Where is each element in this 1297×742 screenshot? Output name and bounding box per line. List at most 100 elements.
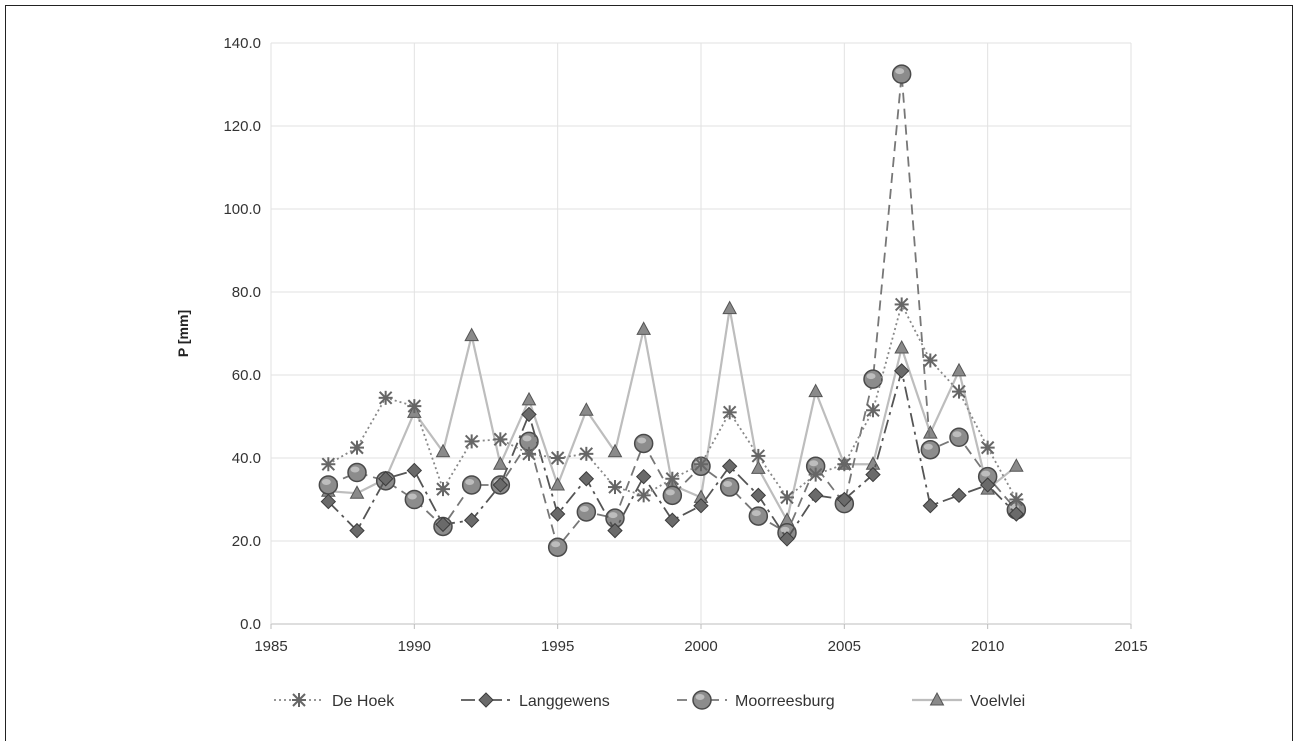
data-point xyxy=(635,468,652,485)
data-point xyxy=(780,490,794,505)
data-point xyxy=(748,506,769,526)
data-point xyxy=(435,516,451,533)
data-point xyxy=(378,390,393,405)
series-layer xyxy=(318,64,1027,557)
data-point xyxy=(979,477,996,493)
data-point xyxy=(893,363,910,379)
data-point xyxy=(349,522,365,539)
data-point xyxy=(521,406,537,423)
y-tick-label: 120.0 xyxy=(223,118,261,135)
data-point xyxy=(576,502,597,522)
y-tick-label: 20.0 xyxy=(232,533,261,550)
data-point xyxy=(550,451,565,465)
y-tick-label: 0.0 xyxy=(240,616,261,633)
data-point xyxy=(836,491,853,508)
data-point xyxy=(436,482,450,497)
data-point xyxy=(522,446,536,461)
data-point xyxy=(1008,506,1025,522)
data-point xyxy=(550,476,566,491)
data-point xyxy=(863,369,883,389)
data-point xyxy=(808,467,823,482)
y-axis-label: P [mm] xyxy=(175,310,191,357)
data-point xyxy=(435,443,451,458)
x-tick-label: 2010 xyxy=(971,638,1004,655)
legend-label: Voelvlei xyxy=(970,693,1025,710)
y-tick-label: 60.0 xyxy=(232,367,261,384)
data-point xyxy=(493,432,508,447)
data-point xyxy=(608,480,622,495)
data-point xyxy=(636,488,651,503)
y-tick-label: 140.0 xyxy=(223,35,261,52)
legend-marker xyxy=(478,692,494,708)
y-tick-label: 100.0 xyxy=(223,201,261,218)
data-point xyxy=(321,457,336,472)
data-point xyxy=(865,466,881,483)
data-point xyxy=(751,448,766,463)
data-point xyxy=(866,403,880,418)
data-point xyxy=(407,399,422,414)
data-point xyxy=(722,405,737,420)
data-point xyxy=(923,353,938,368)
data-point xyxy=(1008,458,1024,472)
tick-labels: 0.0 20.0 40.0 60.0 80.0 100.0 120.0 140.0 1985 19… xyxy=(223,35,1147,655)
x-tick-label: 1995 xyxy=(541,638,574,655)
data-point xyxy=(694,457,708,472)
data-point xyxy=(949,427,969,447)
data-point xyxy=(464,327,480,342)
series-de-hoek xyxy=(321,297,1024,507)
data-point xyxy=(549,506,566,522)
data-point xyxy=(464,434,479,449)
data-point xyxy=(891,64,912,84)
data-point xyxy=(662,485,683,506)
series-langgewens xyxy=(320,363,1025,547)
axes xyxy=(270,624,1132,629)
data-point xyxy=(750,487,767,504)
data-point xyxy=(779,531,795,547)
data-point xyxy=(349,485,365,499)
data-point xyxy=(521,391,537,406)
data-point xyxy=(547,537,568,557)
chart-frame: 0.0 20.0 40.0 60.0 80.0 100.0 120.0 140.0 1985 19… xyxy=(5,5,1293,741)
data-point xyxy=(722,300,738,315)
data-point xyxy=(980,440,995,455)
x-tick-label: 1985 xyxy=(254,638,287,655)
data-point xyxy=(894,297,909,312)
data-point xyxy=(693,498,709,514)
legend: De Hoek Langgewens Moorreesburg Voelvlei xyxy=(274,690,1025,710)
data-point xyxy=(808,383,824,398)
data-point xyxy=(350,440,364,455)
legend-label: De Hoek xyxy=(332,693,395,710)
data-point xyxy=(807,487,824,504)
legend-marker xyxy=(692,690,712,710)
data-point xyxy=(636,321,652,335)
data-point xyxy=(922,498,939,514)
data-point xyxy=(578,471,595,487)
data-point xyxy=(463,512,480,528)
legend-label: Moorreesburg xyxy=(735,693,835,710)
data-point xyxy=(461,475,482,495)
data-point xyxy=(837,457,852,472)
grid-lines xyxy=(270,42,1132,625)
y-tick-label: 40.0 xyxy=(232,450,261,467)
x-tick-label: 2000 xyxy=(684,638,717,655)
data-point xyxy=(920,439,941,460)
line-chart: 0.0 20.0 40.0 60.0 80.0 100.0 120.0 140.0 1985 19… xyxy=(175,35,1148,710)
legend-label: Langgewens xyxy=(519,693,610,710)
data-point xyxy=(607,522,623,539)
x-tick-label: 1990 xyxy=(398,638,431,655)
legend-item: De Hoek xyxy=(274,693,395,710)
data-point xyxy=(719,477,740,497)
data-point xyxy=(492,477,509,493)
data-point xyxy=(492,456,508,470)
legend-marker xyxy=(929,691,945,706)
data-point xyxy=(750,460,766,474)
legend-item: Moorreesburg xyxy=(677,690,835,710)
data-point xyxy=(951,362,967,377)
data-point xyxy=(952,384,966,399)
data-point xyxy=(318,475,339,495)
data-point xyxy=(894,339,910,354)
x-tick-label: 2005 xyxy=(828,638,861,655)
legend-marker xyxy=(292,693,306,707)
data-point xyxy=(633,433,654,454)
x-tick-label: 2015 xyxy=(1114,638,1147,655)
